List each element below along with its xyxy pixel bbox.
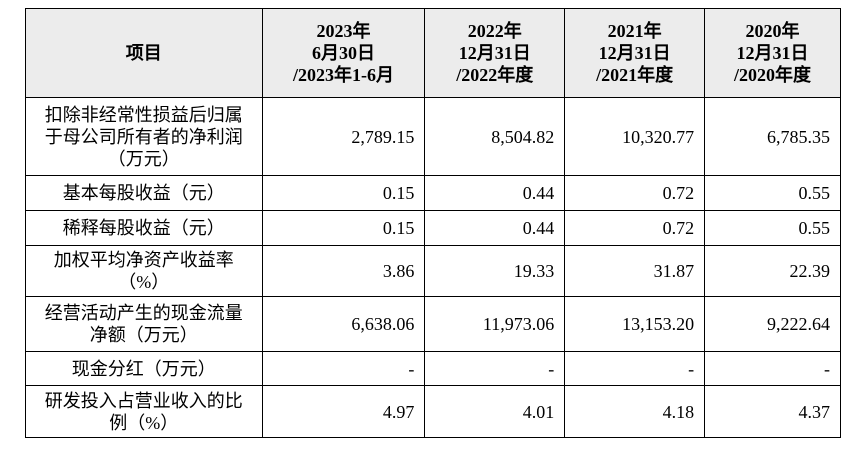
cell-value: 9,222.64: [704, 296, 841, 352]
table-row: 扣除非经常性损益后归属于母公司所有者的净利润（万元） 2,789.15 8,504.…: [25, 97, 841, 176]
data-table: 项目 2023年 6月30日/2023年1-6月 2022年 12月31日/2022年度…: [25, 8, 841, 438]
row-label: 稀释每股收益（元）: [25, 210, 263, 246]
header-row: 项目 2023年 6月30日/2023年1-6月 2022年 12月31日/2022年度…: [25, 8, 841, 98]
cell-value: 8,504.82: [424, 97, 566, 176]
header-cell: 项目: [25, 8, 263, 98]
header-line: /2023年1-6月: [292, 65, 394, 85]
cell-value: 0.55: [704, 210, 841, 246]
header-line: 12月31日: [736, 43, 809, 63]
cell-value: 4.18: [564, 385, 706, 438]
table-row: 加权平均净资产收益率（%） 3.86 19.33 31.87 22.39: [25, 245, 841, 297]
header-line: 2022年: [467, 21, 522, 41]
table-row: 经营活动产生的现金流量净额（万元） 6,638.06 11,973.06 13,153…: [25, 296, 841, 352]
header-line: /2022年度: [456, 65, 534, 85]
cell-value: 4.37: [704, 385, 841, 438]
table-body: 扣除非经常性损益后归属于母公司所有者的净利润（万元） 2,789.15 8,504.…: [25, 97, 841, 438]
row-label: 现金分红（万元）: [25, 351, 263, 386]
header-line: 12月31日: [458, 43, 531, 63]
table-row: 稀释每股收益（元） 0.15 0.44 0.72 0.55: [25, 210, 841, 246]
cell-value: -: [704, 351, 841, 386]
header-cell: 2021年 12月31日/2021年度: [564, 8, 706, 98]
row-label: 扣除非经常性损益后归属于母公司所有者的净利润（万元）: [25, 97, 263, 176]
header-line: 2021年: [607, 21, 662, 41]
cell-value: 6,638.06: [261, 296, 426, 352]
cell-value: 13,153.20: [564, 296, 706, 352]
cell-value: 4.97: [261, 385, 426, 438]
cell-value: 0.72: [564, 210, 706, 246]
cell-value: 4.01: [424, 385, 566, 438]
header-line: /2020年度: [734, 65, 812, 85]
header-line: 6月30日: [311, 43, 375, 63]
cell-value: -: [424, 351, 566, 386]
cell-value: 0.15: [261, 210, 426, 246]
row-label: 加权平均净资产收益率（%）: [25, 245, 263, 297]
header-cell: 2022年 12月31日/2022年度: [424, 8, 566, 98]
header-cell: 2023年 6月30日/2023年1-6月: [261, 8, 426, 98]
row-label: 基本每股收益（元）: [25, 175, 263, 211]
row-label: 研发投入占营业收入的比例（%）: [25, 385, 263, 438]
cell-value: 6,785.35: [704, 97, 841, 176]
header-line: /2021年度: [596, 65, 674, 85]
header-cell: 2020年 12月31日/2020年度: [704, 8, 841, 98]
cell-value: 0.15: [261, 175, 426, 211]
cell-value: 0.72: [564, 175, 706, 211]
cell-value: 2,789.15: [261, 97, 426, 176]
table-row: 现金分红（万元） - - - -: [25, 351, 841, 386]
cell-value: 10,320.77: [564, 97, 706, 176]
cell-value: 19.33: [424, 245, 566, 297]
cell-value: 0.44: [424, 175, 566, 211]
header-line: 2023年: [316, 21, 371, 41]
header-line: 2020年: [745, 21, 800, 41]
table-row: 研发投入占营业收入的比例（%） 4.97 4.01 4.18 4.37: [25, 385, 841, 438]
header-line: 12月31日: [598, 43, 671, 63]
cell-value: -: [564, 351, 706, 386]
cell-value: 22.39: [704, 245, 841, 297]
cell-value: 0.55: [704, 175, 841, 211]
cell-value: 0.44: [424, 210, 566, 246]
cell-value: -: [261, 351, 426, 386]
cell-value: 3.86: [261, 245, 426, 297]
table-row: 基本每股收益（元） 0.15 0.44 0.72 0.55: [25, 175, 841, 211]
cell-value: 11,973.06: [424, 296, 566, 352]
row-label: 经营活动产生的现金流量净额（万元）: [25, 296, 263, 352]
cell-value: 31.87: [564, 245, 706, 297]
header-line: 项目: [125, 43, 162, 63]
